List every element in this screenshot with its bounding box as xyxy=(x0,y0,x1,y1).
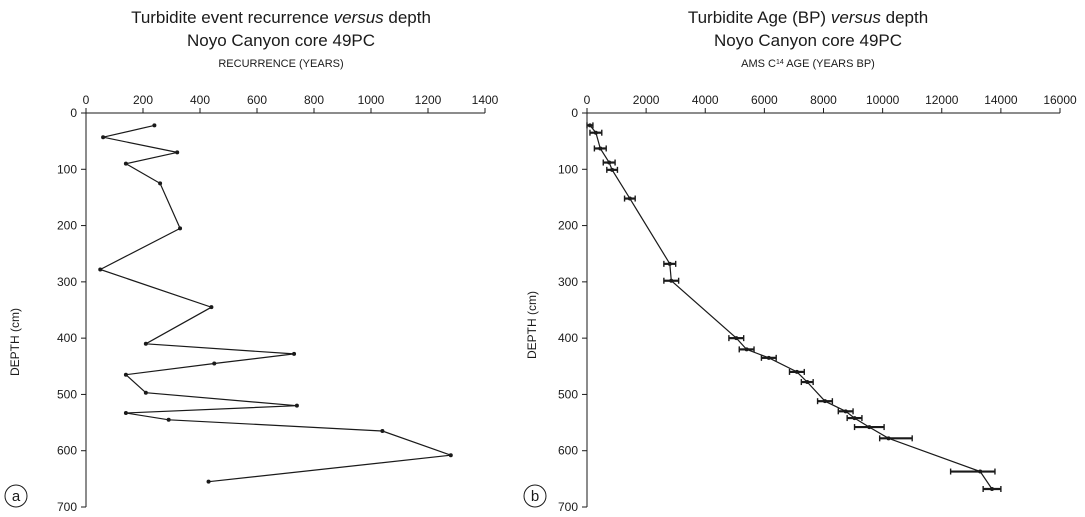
chart-b-y-tick-label: 700 xyxy=(558,500,578,514)
chart-b-x-tick-label: 16000 xyxy=(1043,93,1077,107)
chart-b-data-point xyxy=(587,123,592,128)
chart-a-series-line xyxy=(98,124,452,483)
chart-a-x-tick-label: 400 xyxy=(190,93,210,107)
chart-a-title-line2: Noyo Canyon core 49PC xyxy=(187,31,375,50)
chart-b-y-tick-label: 500 xyxy=(558,387,578,401)
chart-a-data-point xyxy=(175,150,180,155)
chart-a-x-tick-label: 1000 xyxy=(358,93,385,107)
chart-b-x-tick-label: 6000 xyxy=(751,93,778,107)
chart-a-x-tick-label: 600 xyxy=(247,93,267,107)
chart-a-x-axis: 0 200 400 600 800 1000 1200 1400 xyxy=(83,93,499,114)
chart-b-y-axis: 0 100 200 300 400 500 600 700 xyxy=(558,106,588,514)
chart-a-data-point xyxy=(166,417,171,422)
chart-a-data-point xyxy=(123,161,128,166)
chart-b-data-point xyxy=(822,399,827,404)
chart-a-y-tick-label: 100 xyxy=(57,162,77,176)
chart-a-y-tick-label: 600 xyxy=(57,444,77,458)
chart-b-x-tick-label: 12000 xyxy=(925,93,959,107)
chart-a-data-point xyxy=(143,341,148,346)
chart-b-title-line1: Turbidite Age (BP) versus depth xyxy=(688,8,928,27)
chart-b-y-tick-label: 100 xyxy=(558,162,578,176)
chart-b-data-point xyxy=(598,146,603,151)
chart-a-x-tick-label: 1200 xyxy=(415,93,442,107)
chart-b-y-tick-label: 0 xyxy=(571,106,578,120)
chart-b-y-tick-label: 200 xyxy=(558,219,578,233)
chart-b-x-tick-label: 4000 xyxy=(692,93,719,107)
chart-b-data-point xyxy=(852,416,857,421)
chart-b-x-tick-label: 2000 xyxy=(633,93,660,107)
chart-a-y-tick-label: 200 xyxy=(57,219,77,233)
chart-a-data-point xyxy=(206,479,211,484)
chart-b-data-point xyxy=(843,409,848,414)
chart-b-data-point xyxy=(734,336,739,341)
chart-b-x-tick-label: 10000 xyxy=(866,93,900,107)
chart-a-data-point xyxy=(292,351,297,356)
chart-b-plot-area xyxy=(586,122,1002,492)
chart-a-data-point xyxy=(158,181,163,186)
chart-a-x-tick-label: 1400 xyxy=(472,93,499,107)
chart-a-title-line1: Turbidite event recurrence versus depth xyxy=(131,8,431,27)
chart-b-data-point xyxy=(667,261,672,266)
chart-b-data-point xyxy=(867,425,872,430)
chart-a-y-tick-label: 400 xyxy=(57,331,77,345)
chart-a-panel-badge: a xyxy=(4,484,28,508)
chart-b-data-point xyxy=(627,196,632,201)
chart-panel-a: Turbidite event recurrence versus depth … xyxy=(4,8,499,514)
chart-a-data-point xyxy=(178,226,183,231)
chart-a-data-point xyxy=(143,390,148,395)
chart-a-data-point xyxy=(212,361,217,366)
chart-a-data-point xyxy=(101,135,106,140)
chart-a-y-tick-label: 500 xyxy=(57,387,77,401)
chart-a-y-axis: 0 100 200 300 400 500 600 700 xyxy=(57,106,87,514)
chart-b-data-point xyxy=(610,167,615,172)
chart-a-x-axis-title: RECURRENCE (YEARS) xyxy=(218,58,343,70)
chart-a-data-point xyxy=(123,372,128,377)
chart-b-data-point xyxy=(794,369,799,374)
chart-b-data-point xyxy=(744,347,749,352)
chart-b-y-axis-title: DEPTH (cm) xyxy=(525,291,539,359)
chart-a-data-point xyxy=(123,411,128,416)
chart-b-data-point xyxy=(978,469,983,474)
chart-b-x-tick-label: 0 xyxy=(584,93,591,107)
chart-a-data-point xyxy=(448,453,453,458)
chart-b-x-axis: 0 2000 4000 6000 8000 10000 12000 14000 16000 xyxy=(584,93,1077,114)
chart-b-y-tick-label: 400 xyxy=(558,331,578,345)
chart-b-y-tick-label: 600 xyxy=(558,444,578,458)
chart-b-x-tick-label: 14000 xyxy=(984,93,1018,107)
chart-b-data-point xyxy=(886,436,891,441)
chart-b-data-point xyxy=(766,355,771,360)
chart-a-data-point xyxy=(294,403,299,408)
chart-a-data-point xyxy=(209,305,214,310)
chart-b-data-point xyxy=(990,486,995,491)
chart-b-x-tick-label: 8000 xyxy=(810,93,837,107)
chart-a-x-tick-label: 0 xyxy=(83,93,90,107)
chart-a-y-axis-title: DEPTH (cm) xyxy=(8,308,22,376)
chart-b-x-axis-title: AMS C14 AGE (YEARS BP) xyxy=(741,58,875,70)
chart-b-series-line xyxy=(589,125,993,490)
chart-a-data-point xyxy=(152,123,157,128)
chart-a-data-point xyxy=(380,429,385,434)
chart-b-data-point xyxy=(669,278,674,283)
chart-b-y-tick-label: 300 xyxy=(558,275,578,289)
chart-a-x-tick-label: 800 xyxy=(304,93,324,107)
chart-b-title-line2: Noyo Canyon core 49PC xyxy=(714,31,902,50)
chart-a-y-tick-label: 0 xyxy=(70,106,77,120)
chart-b-data-point xyxy=(805,380,810,385)
chart-b-data-point xyxy=(593,130,598,135)
chart-a-y-tick-label: 300 xyxy=(57,275,77,289)
chart-a-panel-letter: a xyxy=(12,488,21,505)
chart-a-data-point xyxy=(98,267,103,272)
chart-b-panel-badge: b xyxy=(523,484,547,508)
chart-panel-b: Turbidite Age (BP) versus depth Noyo Can… xyxy=(523,8,1077,514)
chart-a-y-tick-label: 700 xyxy=(57,500,77,514)
chart-a-x-tick-label: 200 xyxy=(133,93,153,107)
chart-b-panel-letter: b xyxy=(531,488,539,505)
chart-a-plot-area xyxy=(98,123,453,484)
chart-b-data-point xyxy=(607,160,612,165)
